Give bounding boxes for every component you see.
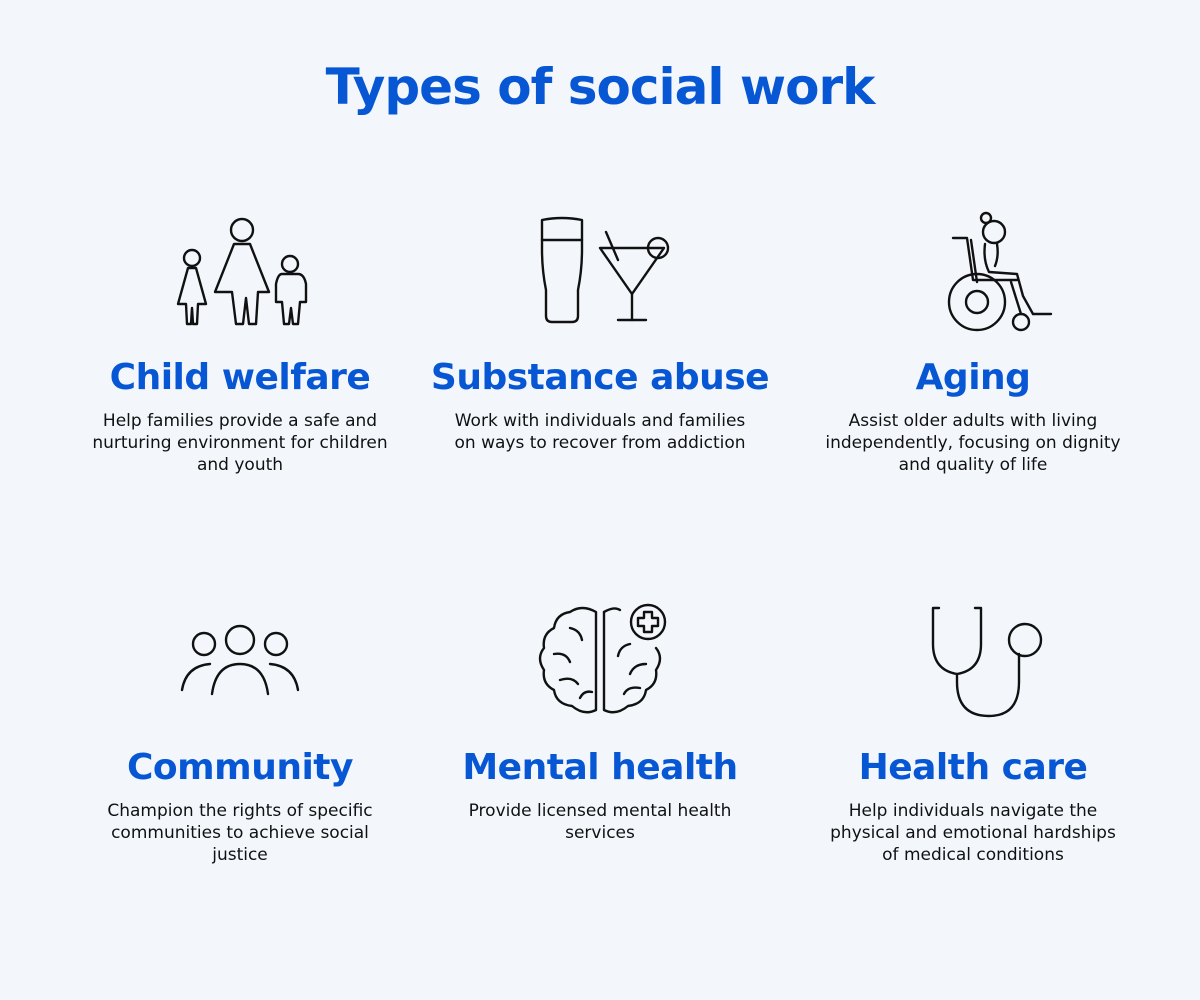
- page-title: Types of social work: [325, 58, 876, 116]
- card-title: Health care: [858, 747, 1088, 788]
- group-icon: [160, 598, 320, 728]
- card-title: Community: [127, 747, 353, 788]
- card-title: Substance abuse: [430, 357, 770, 398]
- card-description: Help families provide a safe and nurturi…: [92, 411, 388, 475]
- wheelchair-icon: [893, 210, 1053, 340]
- stethoscope-icon: [893, 598, 1053, 728]
- card-child-welfare: Child welfare Help families provide a sa…: [60, 210, 420, 510]
- card-mental-health: Mental health Provide licensed mental he…: [420, 598, 780, 898]
- brain-icon: [520, 598, 680, 728]
- card-community: Community Champion the rights of specifi…: [60, 598, 420, 898]
- card-description: Assist older adults with living independ…: [825, 411, 1121, 475]
- card-description: Champion the rights of specific communit…: [107, 801, 373, 865]
- card-aging: Aging Assist older adults with living in…: [793, 210, 1153, 510]
- card-description: Provide licensed mental health services: [468, 801, 732, 843]
- card-health-care: Health care Help individuals navigate th…: [793, 598, 1153, 898]
- card-substance-abuse: Substance abuse Work with individuals an…: [420, 210, 780, 510]
- card-description: Work with individuals and families on wa…: [454, 411, 746, 453]
- card-description: Help individuals navigate the physical a…: [830, 801, 1116, 865]
- card-title: Child welfare: [109, 357, 371, 398]
- family-icon: [160, 210, 320, 340]
- drinks-icon: [520, 210, 680, 340]
- card-title: Mental health: [462, 747, 738, 788]
- card-title: Aging: [915, 357, 1031, 398]
